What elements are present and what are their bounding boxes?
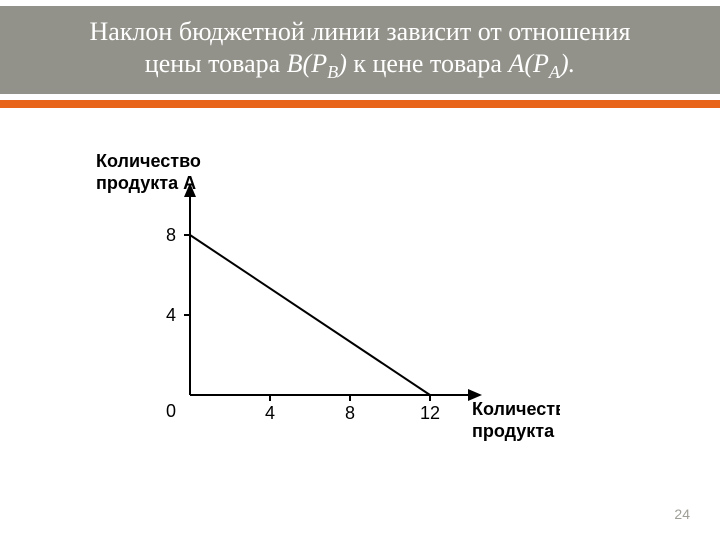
title-band: Наклон бюджетной линии зависит от отноше…: [0, 6, 720, 94]
title-term2: A(PA).: [508, 49, 575, 78]
chart-svg: 4804812Количествопродукта AКоличествопро…: [90, 145, 560, 475]
svg-text:продукта A: продукта A: [96, 173, 196, 193]
page-number: 24: [674, 506, 690, 522]
svg-text:Количество: Количество: [96, 151, 201, 171]
svg-text:продукта B: продукта B: [472, 421, 560, 441]
title-term1: B(PB): [287, 49, 347, 78]
title-line1: Наклон бюджетной линии зависит от отноше…: [90, 17, 631, 46]
svg-text:12: 12: [420, 403, 440, 423]
svg-text:8: 8: [166, 225, 176, 245]
accent-bar: [0, 100, 720, 108]
title-line2-pre: цены товара: [145, 49, 287, 78]
budget-line-chart: 4804812Количествопродукта AКоличествопро…: [90, 145, 560, 475]
svg-text:4: 4: [166, 305, 176, 325]
title-mid: к цене товара: [347, 49, 509, 78]
svg-text:4: 4: [265, 403, 275, 423]
svg-text:Количество: Количество: [472, 399, 560, 419]
slide-title: Наклон бюджетной линии зависит от отноше…: [90, 16, 631, 84]
svg-text:0: 0: [166, 401, 176, 421]
svg-text:8: 8: [345, 403, 355, 423]
